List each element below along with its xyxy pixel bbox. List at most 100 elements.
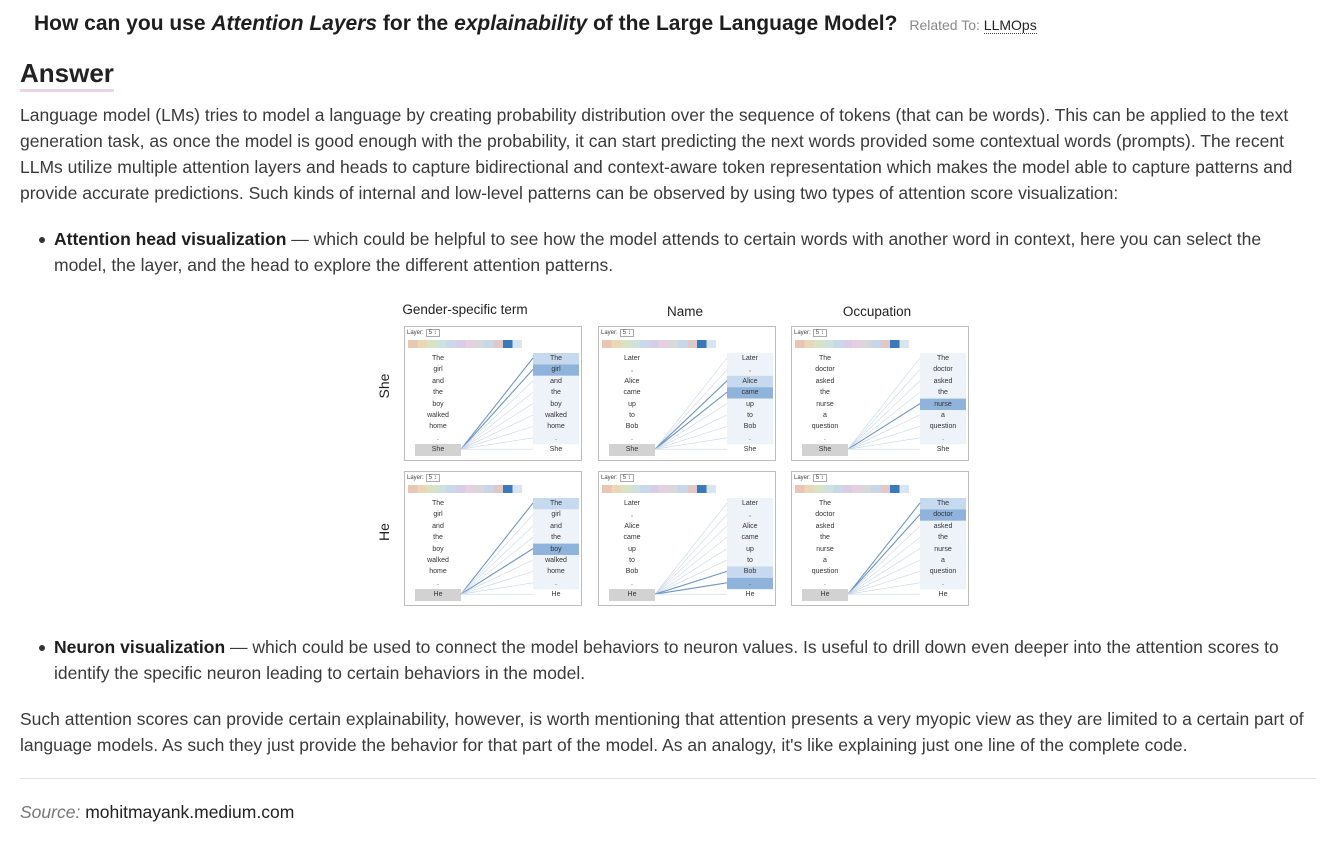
token-left[interactable]: to bbox=[629, 557, 635, 564]
layer-select[interactable]: Layer: 5 ↕ bbox=[407, 474, 440, 482]
head-swatch[interactable] bbox=[861, 340, 872, 348]
head-swatch[interactable] bbox=[503, 485, 513, 493]
token-left[interactable]: a bbox=[823, 412, 827, 419]
head-swatch[interactable] bbox=[880, 340, 891, 348]
token-left[interactable]: . bbox=[437, 434, 439, 442]
head-swatch[interactable] bbox=[455, 485, 466, 493]
token-right[interactable]: a bbox=[941, 557, 945, 564]
token-right[interactable]: girl bbox=[551, 366, 561, 374]
layer-select[interactable]: Layer: 5 ↕ bbox=[601, 474, 634, 482]
token-left[interactable]: . bbox=[631, 579, 633, 587]
head-swatch[interactable] bbox=[427, 340, 437, 348]
token-left[interactable]: . bbox=[631, 434, 633, 442]
layer-value[interactable]: 5 ↕ bbox=[425, 474, 440, 482]
token-right[interactable]: He bbox=[745, 591, 755, 599]
head-swatch[interactable] bbox=[484, 485, 494, 493]
token-right[interactable]: The bbox=[549, 500, 563, 507]
head-swatch[interactable] bbox=[474, 340, 485, 348]
token-left[interactable]: walked bbox=[427, 412, 449, 419]
head-swatch[interactable] bbox=[890, 340, 900, 348]
token-right[interactable]: the bbox=[551, 389, 561, 397]
token-left[interactable]: doctor bbox=[815, 366, 835, 374]
token-right[interactable]: home bbox=[547, 568, 565, 576]
token-right[interactable]: , bbox=[749, 511, 751, 519]
head-swatch[interactable] bbox=[706, 340, 717, 348]
token-left[interactable]: The bbox=[431, 500, 445, 507]
head-swatch[interactable] bbox=[611, 340, 622, 348]
token-left[interactable]: The bbox=[431, 355, 445, 362]
token-right[interactable]: Later bbox=[742, 500, 758, 507]
token-right[interactable]: She bbox=[743, 446, 757, 454]
head-swatch[interactable] bbox=[804, 340, 815, 348]
token-right[interactable]: He bbox=[551, 591, 561, 599]
token-right[interactable]: . bbox=[555, 434, 557, 442]
token-right[interactable]: . bbox=[942, 434, 944, 442]
head-swatch[interactable] bbox=[861, 485, 872, 493]
token-right[interactable]: Bob bbox=[743, 568, 757, 576]
token-left[interactable]: and bbox=[432, 522, 444, 530]
token-right[interactable]: . bbox=[942, 579, 944, 587]
token-right[interactable]: nurse bbox=[934, 545, 952, 553]
token-right[interactable]: . bbox=[749, 434, 751, 442]
head-swatch[interactable] bbox=[823, 485, 834, 493]
token-right[interactable]: asked bbox=[933, 522, 953, 530]
head-swatch[interactable] bbox=[833, 340, 843, 348]
token-left[interactable]: came bbox=[623, 389, 641, 397]
token-right[interactable]: doctor bbox=[933, 366, 953, 374]
token-left[interactable]: home bbox=[429, 568, 447, 576]
token-right[interactable]: up bbox=[746, 400, 754, 408]
token-left[interactable]: Later bbox=[624, 355, 640, 362]
head-swatch[interactable] bbox=[512, 485, 523, 493]
token-left[interactable]: the bbox=[433, 389, 443, 397]
head-swatch[interactable] bbox=[668, 340, 679, 348]
related-link[interactable]: LLMOps bbox=[983, 17, 1037, 34]
token-left[interactable]: He bbox=[609, 589, 655, 601]
head-swatch[interactable] bbox=[697, 485, 707, 493]
token-left[interactable]: , bbox=[631, 366, 633, 374]
layer-value[interactable]: 5 ↕ bbox=[425, 329, 440, 337]
token-left[interactable]: The bbox=[818, 355, 832, 362]
token-right[interactable]: The bbox=[936, 355, 950, 362]
layer-select[interactable]: Layer: 5 ↕ bbox=[794, 474, 827, 482]
layer-value[interactable]: 5 ↕ bbox=[619, 329, 634, 337]
head-swatch[interactable] bbox=[417, 485, 428, 493]
head-swatch[interactable] bbox=[842, 485, 853, 493]
head-swatch[interactable] bbox=[823, 340, 834, 348]
head-swatch[interactable] bbox=[640, 485, 650, 493]
head-swatch[interactable] bbox=[697, 340, 707, 348]
layer-select[interactable]: Layer: 5 ↕ bbox=[794, 329, 827, 337]
token-left[interactable]: Bob bbox=[625, 423, 639, 431]
token-left[interactable]: asked bbox=[815, 377, 835, 385]
head-swatch[interactable] bbox=[465, 485, 475, 493]
token-right[interactable]: . bbox=[749, 579, 751, 587]
token-left[interactable]: nurse bbox=[816, 400, 834, 408]
token-left[interactable]: up bbox=[628, 400, 636, 408]
head-swatch[interactable] bbox=[446, 485, 456, 493]
head-swatch[interactable] bbox=[678, 485, 688, 493]
token-left[interactable]: Bob bbox=[625, 568, 639, 576]
token-left[interactable]: boy bbox=[432, 545, 444, 553]
token-right[interactable]: walked bbox=[545, 557, 567, 564]
head-swatch[interactable] bbox=[880, 485, 891, 493]
token-left[interactable]: , bbox=[631, 511, 633, 519]
head-swatch[interactable] bbox=[687, 485, 698, 493]
token-right[interactable]: the bbox=[551, 534, 561, 542]
token-right[interactable]: boy bbox=[550, 400, 562, 408]
head-swatch[interactable] bbox=[706, 485, 717, 493]
token-right[interactable]: the bbox=[938, 534, 948, 542]
token-left[interactable]: She bbox=[415, 444, 461, 456]
head-swatch[interactable] bbox=[408, 485, 418, 493]
token-left[interactable]: nurse bbox=[816, 545, 834, 553]
token-right[interactable]: the bbox=[938, 389, 948, 397]
token-left[interactable]: boy bbox=[432, 400, 444, 408]
token-right[interactable]: question bbox=[929, 568, 957, 576]
token-left[interactable]: girl bbox=[433, 511, 443, 519]
head-swatch[interactable] bbox=[427, 485, 437, 493]
layer-select[interactable]: Layer: 5 ↕ bbox=[601, 329, 634, 337]
token-right[interactable]: Alice bbox=[742, 377, 758, 385]
token-left[interactable]: Alice bbox=[624, 377, 640, 385]
head-swatch[interactable] bbox=[890, 485, 900, 493]
token-left[interactable]: . bbox=[824, 434, 826, 442]
head-swatch[interactable] bbox=[436, 340, 447, 348]
head-swatch[interactable] bbox=[795, 485, 805, 493]
